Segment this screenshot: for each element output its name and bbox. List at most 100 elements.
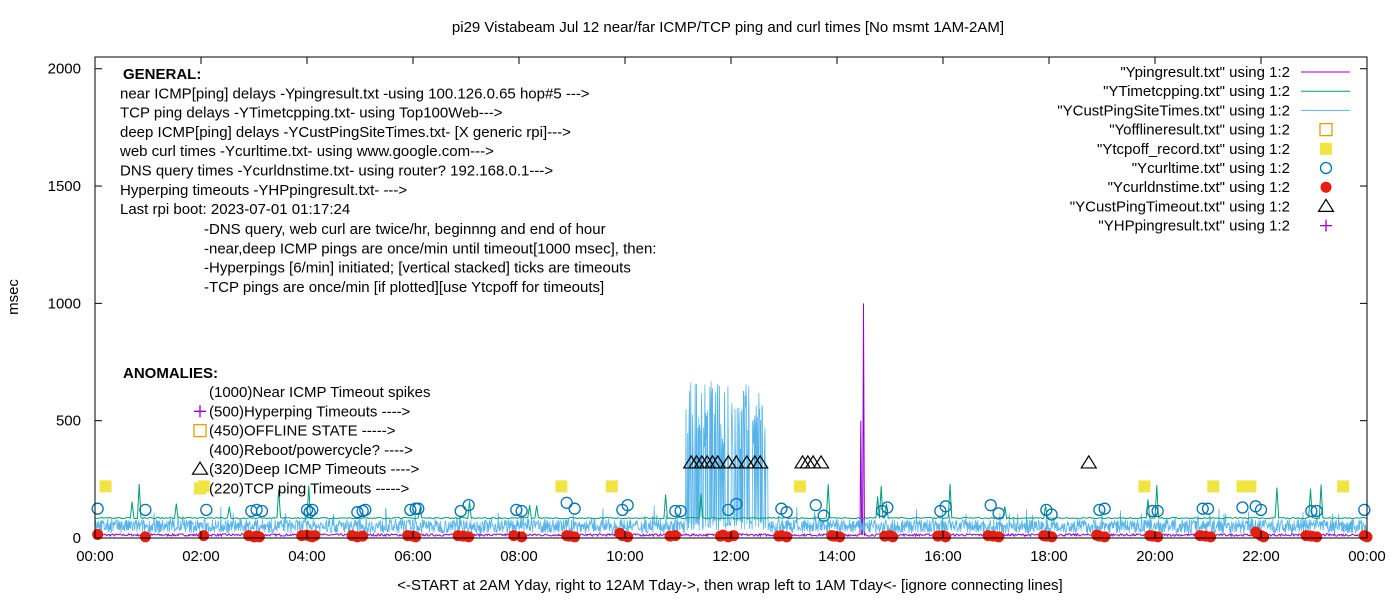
legend-label: "Yofflineresult.txt" using 1:2 — [1109, 122, 1290, 139]
x-tick-label: 14:00 — [818, 548, 856, 565]
curl-time-point — [817, 509, 830, 522]
x-tick-label: 04:00 — [288, 548, 326, 565]
curl-time-point — [984, 499, 997, 512]
general-line: deep ICMP[ping] delays -YCustPingSiteTim… — [120, 124, 571, 141]
x-tick-label: 12:00 — [712, 548, 750, 565]
general-line: DNS query times -Ycurldnstime.txt- using… — [120, 163, 553, 180]
curl-time-point — [1151, 504, 1164, 518]
x-axis-label: <-START at 2AM Yday, right to 12AM Tday-… — [397, 577, 1062, 594]
dns-time-point — [253, 531, 265, 543]
curl-time-point — [1146, 504, 1159, 518]
legend-marker — [1320, 142, 1332, 155]
x-tick-label: 02:00 — [182, 548, 220, 565]
dns-time-point — [993, 531, 1005, 543]
general-line: Hyperping timeouts -YHPpingresult.txt- -… — [120, 182, 407, 199]
legend-marker — [1319, 122, 1333, 137]
y-axis-label: msec — [5, 279, 22, 315]
dns-time-point — [1152, 531, 1164, 543]
curl-time-point — [1305, 504, 1318, 518]
tcp-timeout-point — [555, 480, 568, 493]
curl-time-point — [91, 502, 104, 515]
deep-icmp-timeout-point — [1080, 454, 1098, 469]
curl-time-point — [1098, 502, 1111, 515]
dns-time-point — [463, 531, 475, 543]
y-tick-label: 2000 — [48, 61, 81, 78]
curl-time-point — [992, 507, 1005, 520]
y-tick-label: 0 — [73, 530, 81, 547]
curl-time-point — [1358, 503, 1371, 516]
curl-time-point — [515, 504, 528, 518]
notes-line: -near,deep ICMP pings are once/min until… — [204, 240, 656, 257]
x-tick-label: 20:00 — [1136, 548, 1174, 565]
general-line: near ICMP[ping] delays -Ypingresult.txt … — [120, 85, 590, 102]
dns-time-point — [622, 531, 634, 543]
anomaly-marker — [194, 405, 206, 418]
curl-time-point — [412, 502, 425, 515]
curl-time-point — [510, 503, 523, 516]
dns-time-point — [940, 531, 952, 543]
deep-icmp-timeout-point — [799, 454, 817, 469]
legend-label: "Ycurltime.txt" using 1:2 — [1132, 160, 1290, 177]
legend-label: "Ypingresult.txt" using 1:2 — [1120, 64, 1290, 81]
annotations: GENERAL: near ICMP[ping] delays -Ypingres… — [119, 66, 656, 498]
curl-time-point — [1254, 503, 1268, 516]
curl-time-point — [306, 503, 319, 516]
curl-time-point — [722, 503, 735, 516]
x-tick-label: 08:00 — [500, 548, 538, 565]
curl-time-point — [454, 504, 467, 518]
curl-time-point — [139, 503, 152, 516]
dns-time-point — [1099, 531, 1111, 543]
legend-label: "YCustPingSiteTimes.txt" using 1:2 — [1057, 102, 1290, 119]
deep-icmp-timeout-point — [793, 454, 812, 469]
dns-time-point — [198, 530, 210, 542]
x-tick-label: 06:00 — [394, 548, 432, 565]
general-heading: GENERAL: — [123, 66, 201, 83]
notes-line: -DNS query, web curl are twice/hr, begin… — [204, 221, 606, 238]
deep-icmp-timeout-point — [709, 454, 727, 469]
x-tick-label: 22:00 — [1242, 548, 1280, 565]
x-tick-label: 10:00 — [606, 548, 644, 565]
general-line: TCP ping delays -YTimetcpping.txt- using… — [120, 105, 503, 122]
dns-time-point — [139, 531, 151, 543]
deep-icmp-timeout-point — [751, 454, 769, 469]
legend-marker — [1320, 181, 1332, 193]
curl-time-point — [809, 499, 822, 512]
anomaly-line: (1000)Near ICMP Timeout spikes — [209, 384, 430, 401]
dns-time-point — [569, 531, 581, 543]
curl-time-point — [1310, 504, 1323, 518]
curl-time-point — [674, 504, 687, 518]
curl-time-point — [560, 496, 573, 509]
notes-line: -TCP pings are once/min [if plotted][use… — [204, 279, 604, 296]
anomaly-line: (400)Reboot/powercycle? ----> — [209, 442, 413, 459]
deep-icmp-timeout-point — [812, 454, 830, 469]
general-line: Last rpi boot: 2023-07-01 01:17:24 — [120, 201, 350, 218]
legend-marker — [1320, 219, 1332, 232]
curl-time-point — [1196, 502, 1209, 515]
legend-label: "YCustPingTimeout.txt" using 1:2 — [1070, 198, 1290, 215]
dns-time-point — [309, 530, 321, 542]
anomaly-marker — [194, 482, 206, 495]
dns-time-point — [728, 530, 740, 542]
curl-time-point — [300, 503, 314, 516]
notes-line: -Hyperpings [6/min] initiated; [vertical… — [204, 260, 631, 277]
dns-time-point — [1311, 531, 1323, 543]
dns-time-point — [1205, 531, 1217, 543]
tcp-timeout-point — [1138, 480, 1151, 493]
curl-time-point — [1236, 501, 1249, 514]
dns-time-point — [410, 531, 422, 543]
x-tick-label: 00:00 — [1348, 548, 1386, 565]
curl-time-point — [359, 503, 372, 516]
curl-time-point — [568, 502, 581, 515]
legend: "Ypingresult.txt" using 1:2 "YTimetcpping… — [1057, 64, 1350, 235]
tcp-timeout-point — [793, 480, 806, 493]
curl-time-point — [351, 506, 364, 519]
chart-title: pi29 Vistabeam Jul 12 near/far ICMP/TCP … — [452, 19, 1004, 36]
legend-marker — [1319, 161, 1333, 175]
anomaly-marker — [191, 461, 209, 475]
dns-time-point — [834, 531, 846, 543]
curl-time-point — [250, 503, 263, 516]
curl-time-point — [1045, 508, 1058, 521]
deep-icmp-timeout-point — [804, 454, 822, 469]
curl-time-point — [621, 499, 634, 512]
